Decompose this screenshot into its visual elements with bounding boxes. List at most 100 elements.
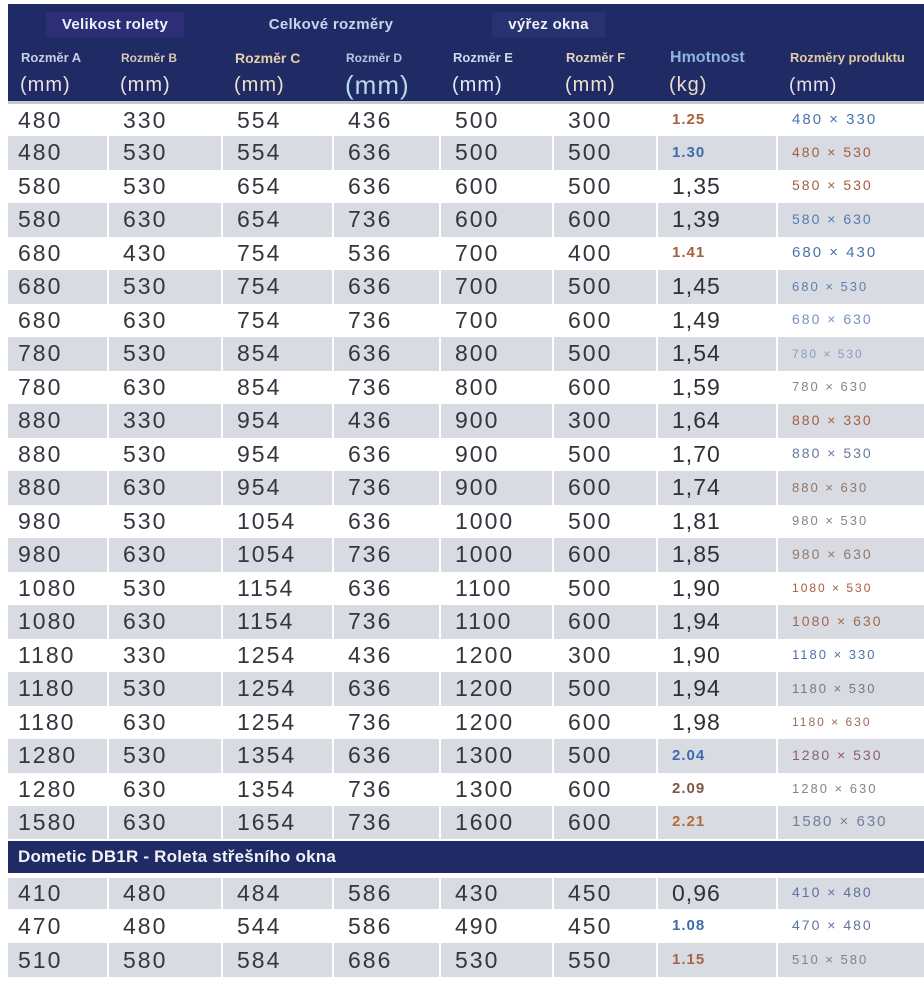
cell-product-size: 880 × 530 [776, 437, 924, 471]
weight-value: 1.15 [672, 951, 706, 968]
cell-dim-e: 1100 [439, 605, 553, 639]
cell-dim-a: 580 [18, 172, 63, 199]
cell-dim-d: 636 [332, 169, 440, 203]
cell-weight: 1.25 [656, 102, 778, 136]
weight-value: 1.41 [672, 244, 706, 262]
section-body: Dometic DB1R - Roleta střešního okna [8, 838, 924, 878]
product-size-value: 680 × 630 [792, 311, 873, 328]
cell-dim-f: 500 [551, 337, 658, 371]
cell-dim-d: 636 [332, 437, 440, 471]
weight-value: 2.09 [672, 780, 706, 798]
weight-value: 1,49 [672, 306, 721, 333]
cell-dim-f: 400 [551, 236, 658, 270]
weight-value: 1.08 [672, 917, 706, 934]
cell-dim-b: 430 [107, 236, 222, 270]
cell-dim-a: 980 [18, 507, 63, 534]
column-label-row: Rozměr A Rozměr B Rozměr C Rozměr D Rozm… [8, 45, 924, 70]
cell-dim-d: 536 [332, 236, 440, 270]
cell-dim-f: 500 [551, 739, 658, 773]
cell-dim-d: 736 [332, 538, 440, 572]
cell-dim-c: 754 [221, 270, 333, 304]
product-size-value: 780 × 630 [792, 379, 869, 395]
cell-dim-e: 530 [439, 943, 553, 977]
cell-dim-f: 600 [551, 705, 658, 739]
cell-dim-f: 500 [551, 672, 658, 706]
cell-product-size: 680 × 630 [776, 303, 924, 337]
cell-dim-e: 700 [439, 303, 553, 337]
cell-dim-b: 330 [107, 638, 222, 672]
cell-dim-e: 600 [439, 203, 553, 237]
cell-weight: 1,90 [656, 571, 778, 605]
product-size-value: 780 × 530 [792, 346, 864, 361]
table-row: 680 530 754 636 700 500 1,45 680 × 530 [8, 270, 924, 304]
cell-dim-c: 1354 [221, 739, 333, 773]
column-unit-row: (mm) (mm) (mm) (mm) (mm) (mm) (kg) (mm) [8, 70, 924, 103]
weight-value: 1,45 [672, 273, 721, 300]
product-size-value: 510 × 580 [792, 952, 869, 967]
cell-dim-f: 500 [551, 169, 658, 203]
cell-dim-f: 600 [551, 370, 658, 404]
table-row: 1280 630 1354 736 1300 600 2.09 1280 × 630 [8, 772, 924, 806]
cell-dim-a: 1080 [18, 574, 78, 601]
cell-dim-c: 1154 [221, 571, 333, 605]
cell-product-size: 480 × 330 [776, 102, 924, 136]
cell-dim-b: 530 [107, 504, 222, 538]
cell-dim-d: 736 [332, 303, 440, 337]
cell-weight: 1,98 [656, 705, 778, 739]
cell-product-size: 1180 × 530 [776, 672, 924, 706]
cell-weight: 1.08 [656, 909, 778, 943]
cell-product-size: 1180 × 630 [776, 705, 924, 739]
cell-dim-a: 1180 [18, 708, 76, 735]
product-size-value: 1580 × 630 [792, 813, 888, 831]
cell-dim-f: 300 [551, 404, 658, 438]
cell-dim-f: 600 [551, 303, 658, 337]
cell-dim-a: 880 [18, 440, 63, 467]
cell-dim-a: 880 [18, 407, 63, 434]
table-row: 1280 530 1354 636 1300 500 2.04 1280 × 530 [8, 739, 924, 773]
cell-weight: 1,74 [656, 471, 778, 505]
product-size-value: 680 × 430 [792, 244, 878, 262]
cell-dim-b: 630 [107, 705, 222, 739]
cell-product-size: 780 × 630 [776, 370, 924, 404]
cell-product-size: 780 × 530 [776, 337, 924, 371]
cell-dim-c: 484 [221, 875, 333, 909]
col-header-rozmer-e: Rozměr E [453, 50, 513, 65]
cell-dim-b: 530 [107, 136, 222, 170]
cell-weight: 1,90 [656, 638, 778, 672]
cell-dim-d: 436 [332, 102, 440, 136]
unit-product: (mm) [789, 74, 838, 96]
cell-dim-c: 854 [221, 337, 333, 371]
weight-value: 1,81 [672, 507, 721, 534]
col-header-hmotnost: Hmotnost [670, 48, 745, 66]
cell-dim-d: 736 [332, 605, 440, 639]
cell-dim-c: 554 [221, 102, 333, 136]
cell-dim-c: 1254 [221, 672, 333, 706]
table-row: 1080 530 1154 636 1100 500 1,90 1080 × 530 [8, 571, 924, 605]
cell-dim-e: 1100 [439, 571, 553, 605]
cell-dim-b: 480 [107, 909, 222, 943]
cell-dim-d: 636 [332, 739, 440, 773]
cell-dim-c: 754 [221, 236, 333, 270]
table-row: 780 630 854 736 800 600 1,59 780 × 630 [8, 370, 924, 404]
cell-weight: 1,70 [656, 437, 778, 471]
cell-weight: 1,94 [656, 605, 778, 639]
table-row: 480 530 554 636 500 500 1.30 480 × 530 [8, 136, 924, 170]
product-size-value: 980 × 530 [792, 513, 869, 529]
cell-dim-a: 680 [18, 273, 63, 300]
table-row: 510 580 584 686 530 550 1.15 510 × 580 [8, 943, 924, 977]
cell-product-size: 580 × 530 [776, 169, 924, 203]
cell-dim-d: 636 [332, 504, 440, 538]
cell-weight: 1,54 [656, 337, 778, 371]
unit-f: (mm) [565, 74, 616, 96]
cell-dim-a: 1280 [18, 775, 78, 802]
cell-dim-d: 736 [332, 772, 440, 806]
cell-dim-e: 900 [439, 404, 553, 438]
cell-product-size: 580 × 630 [776, 203, 924, 237]
cell-dim-a: 680 [18, 306, 63, 333]
roller-blind-size-table: Velikost rolety Celkové rozměry výřez ok… [8, 4, 924, 977]
unit-kg: (kg) [669, 74, 708, 96]
cell-dim-a: 1580 [18, 808, 78, 835]
cell-dim-f: 450 [551, 909, 658, 943]
cell-weight: 1,85 [656, 538, 778, 572]
cell-dim-e: 430 [439, 875, 553, 909]
